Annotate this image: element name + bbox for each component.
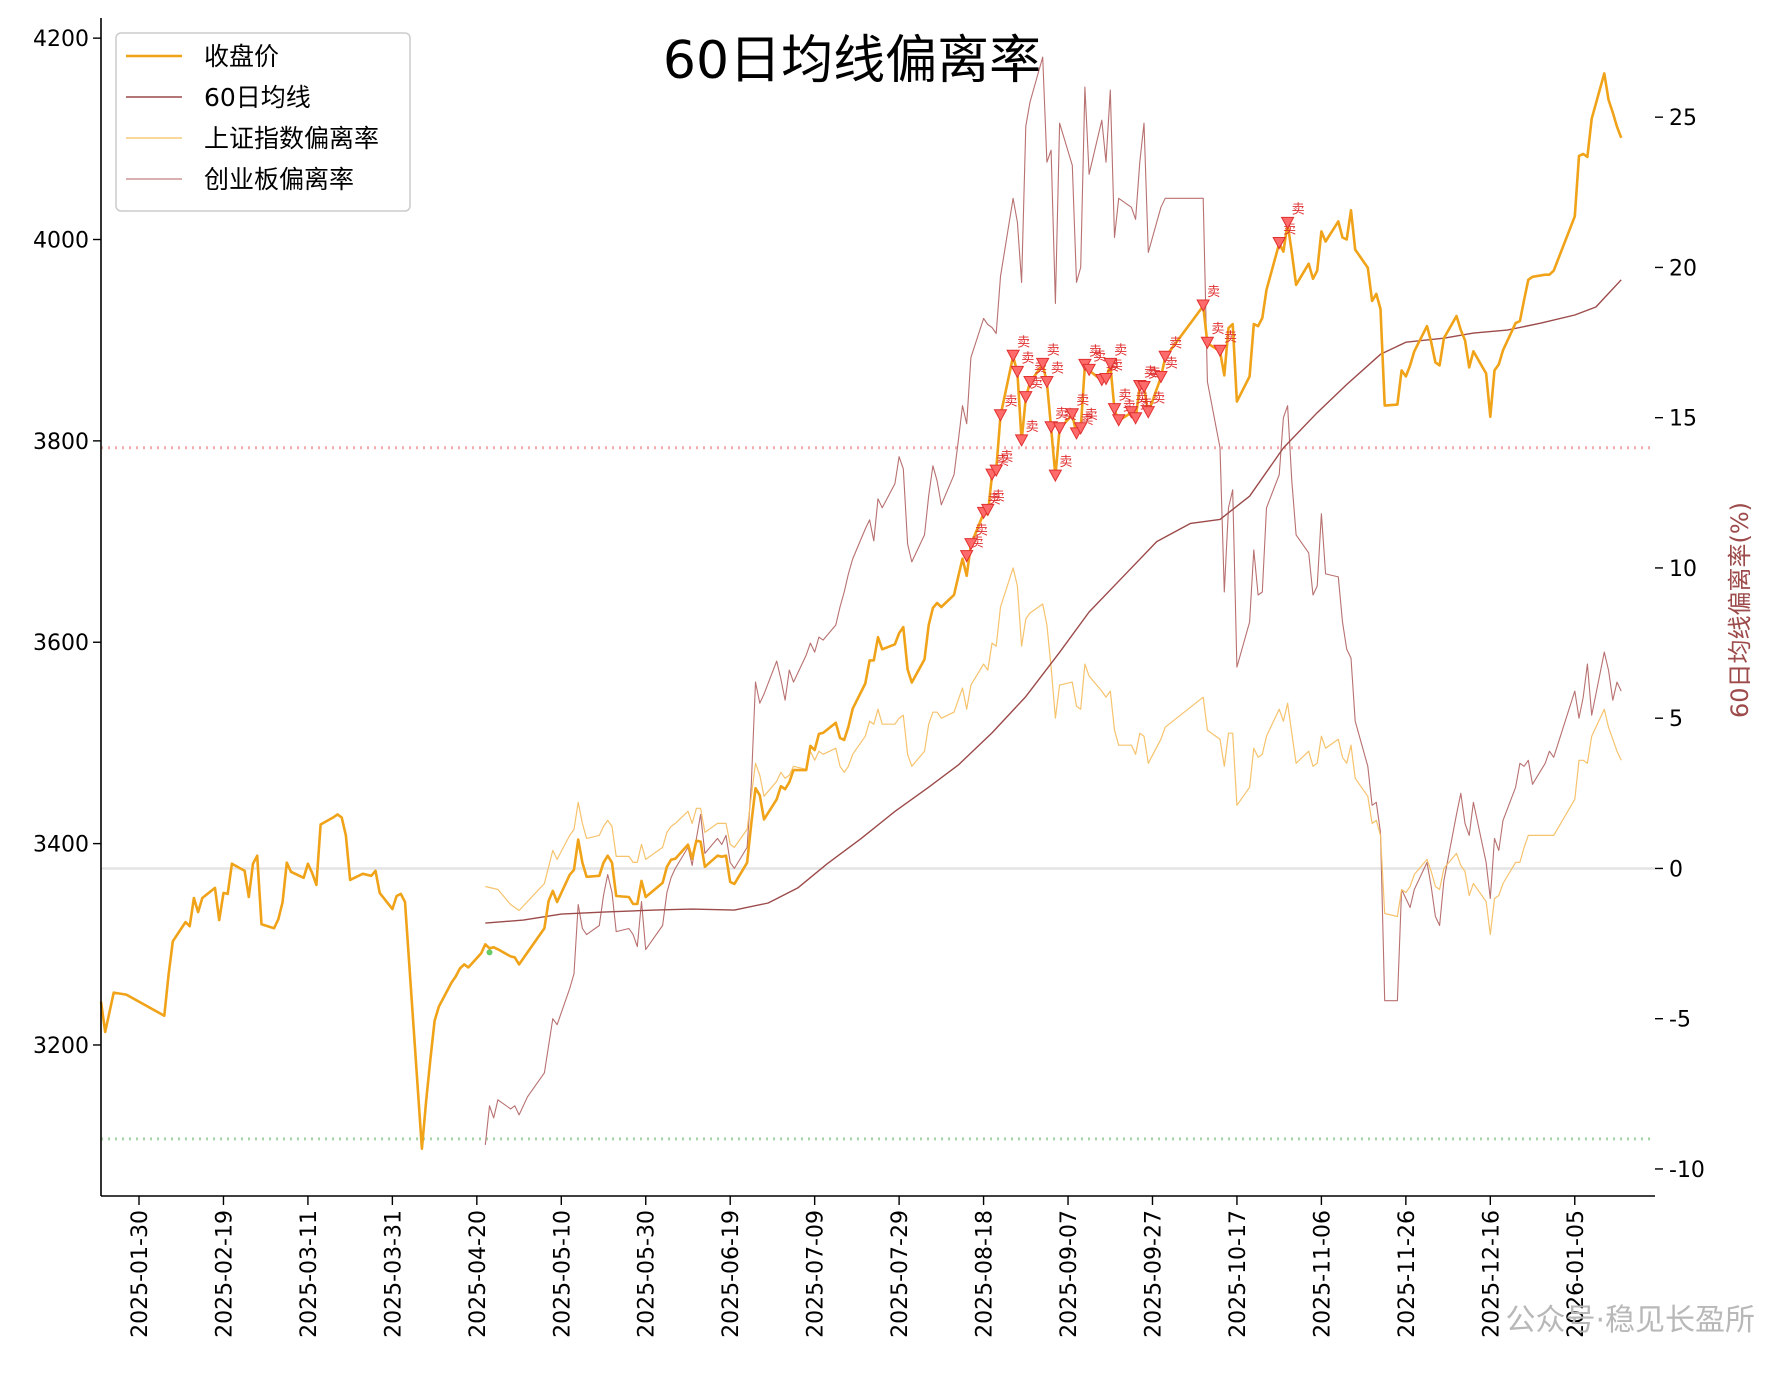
right-tick-label-6: 20 [1669,256,1697,281]
sell-label-34: 卖 [1207,285,1220,300]
left-ticks: 3200 3400 3600 3800 4000 4200 [33,27,101,1059]
sell-label-7: 卖 [1017,335,1030,350]
chart-title: 60日均线偏离率 [663,31,1041,91]
left-tick-label-2: 3600 [33,631,89,656]
x-tick-label-10: 2025-08-18 [973,1210,998,1338]
sell-label-12: 卖 [1047,343,1060,358]
x-tick-label-13: 2025-10-17 [1226,1210,1251,1338]
signal-layer: 卖卖卖卖卖卖卖卖卖卖卖卖卖卖卖卖卖卖卖卖卖卖卖卖卖卖卖卖卖卖卖卖卖卖卖卖卖卖卖 [487,202,1305,955]
sell-marker-15 [1049,470,1061,481]
buy-marker-0 [487,949,493,955]
sell-marker-8 [1011,366,1023,377]
right-tick-label-3: 5 [1669,707,1683,732]
sell-marker-26 [1113,415,1125,426]
series-layer [101,57,1621,1149]
sell-label-15: 卖 [1059,455,1072,470]
x-tick-label-6: 2025-05-30 [635,1210,660,1338]
x-ticks: 2025-01-30 2025-02-19 2025-03-11 2025-03-31… [128,1196,1589,1338]
x-tick-label-3: 2025-03-31 [381,1210,406,1338]
sell-label-35: 卖 [1211,322,1224,337]
sell-marker-34 [1197,300,1209,311]
sell-label-17: 卖 [1076,394,1089,409]
legend-label-0: 收盘价 [204,42,279,71]
x-tick-label-1: 2025-02-19 [212,1210,237,1338]
watermark: 公众号·稳见长盈所 [1505,1303,1755,1338]
right-tick-label-5: 15 [1669,407,1697,432]
x-tick-label-2: 2025-03-11 [297,1210,322,1338]
x-tick-label-14: 2025-11-06 [1310,1210,1335,1338]
right-axis-label: 60日均线偏离率(%) [1726,502,1754,718]
sell-label-19: 卖 [1085,408,1098,423]
x-tick-label-12: 2025-09-27 [1141,1210,1166,1338]
x-tick-label-5: 2025-05-10 [550,1210,575,1338]
x-tick-label-9: 2025-07-29 [888,1210,913,1338]
sell-label-38: 卖 [1292,202,1305,217]
x-tick-label-8: 2025-07-09 [804,1210,829,1338]
x-tick-label-0: 2025-01-30 [128,1210,153,1338]
legend-label-3: 创业板偏离率 [204,165,354,194]
right-ticks: -10 -5 0 5 10 15 20 25 [1655,106,1705,1183]
sell-marker-36 [1214,345,1226,356]
legend-label-2: 上证指数偏离率 [204,124,379,153]
sell-marker-25 [1108,404,1120,415]
sell-marker-10 [1020,392,1032,403]
right-tick-label-2: 0 [1669,857,1683,882]
sell-label-36: 卖 [1224,330,1237,345]
sell-label-6: 卖 [1004,395,1017,410]
right-tick-label-4: 10 [1669,557,1697,582]
left-tick-label-1: 3400 [33,833,89,858]
x-tick-label-11: 2025-09-07 [1057,1210,1082,1338]
series-line-0 [101,73,1621,1148]
sell-label-24: 卖 [1114,343,1127,358]
x-tick-label-15: 2025-11-26 [1395,1210,1420,1338]
sell-label-8: 卖 [1021,351,1034,366]
right-tick-label-0: -10 [1669,1158,1705,1183]
right-tick-label-7: 25 [1669,106,1697,131]
sell-marker-16 [1054,423,1066,434]
x-tick-label-16: 2025-12-16 [1479,1210,1504,1338]
x-tick-label-4: 2025-04-20 [466,1210,491,1338]
sell-label-9: 卖 [1026,420,1039,435]
left-tick-label-5: 4200 [33,27,89,52]
sell-label-21: 卖 [1093,349,1106,364]
sell-label-1: 卖 [975,524,988,539]
sell-label-31: 卖 [1152,392,1165,407]
sell-label-13: 卖 [1051,361,1064,376]
sell-marker-9 [1016,435,1028,446]
legend-label-1: 60日均线 [204,83,311,112]
sell-label-3: 卖 [992,489,1005,504]
sell-label-33: 卖 [1169,336,1182,351]
reference-lines [101,448,1655,1139]
left-tick-label-3: 3800 [33,430,89,455]
series-line-2 [485,568,1621,935]
series-line-3 [485,57,1621,1145]
sell-marker-6 [994,410,1006,421]
sell-label-5: 卖 [1000,450,1013,465]
left-tick-label-4: 4000 [33,229,89,254]
right-tick-label-1: -5 [1669,1008,1691,1033]
sell-marker-7 [1007,350,1019,361]
left-tick-label-0: 3200 [33,1034,89,1059]
x-tick-label-7: 2025-06-19 [719,1210,744,1338]
